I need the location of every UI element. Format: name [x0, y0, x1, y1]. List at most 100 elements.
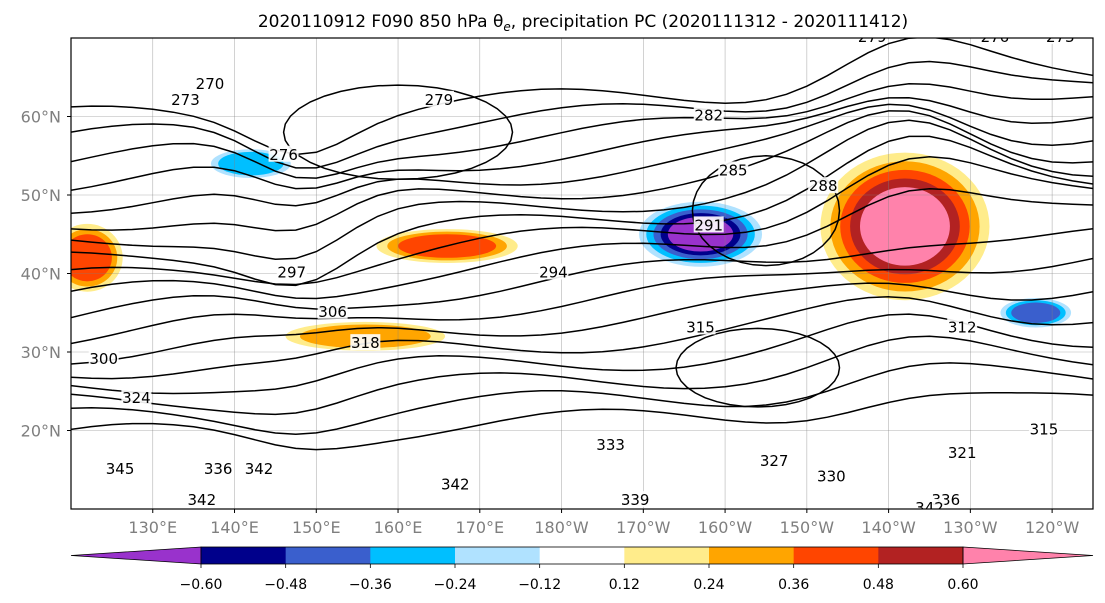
contour-line-6 — [71, 257, 1093, 345]
contour-label-bg-15 — [1028, 420, 1059, 437]
colorbar-frame — [200, 546, 964, 565]
contour-label-23: 339 — [621, 491, 650, 509]
contour-label-11: 306 — [318, 303, 347, 321]
x-tick-label-1: 140°E — [210, 518, 259, 537]
contour-label-16: 321 — [948, 444, 977, 462]
contour-line-16 — [71, 60, 1093, 169]
colorbar-label-0: −0.60 — [180, 577, 223, 593]
colorbar-label-7: 0.36 — [778, 577, 809, 593]
contour-label-27: 342 — [915, 499, 944, 517]
contour-label-bg-31 — [857, 38, 888, 44]
colorbar-label-9: 0.60 — [947, 577, 978, 593]
contour-label-31: 279 — [858, 28, 887, 46]
contour-line-17 — [71, 38, 1093, 156]
colorbar-segment-6 — [624, 547, 710, 564]
contour-label-bg-29 — [979, 38, 1010, 44]
contour-label-bg-8 — [538, 263, 569, 280]
contour-label-30: 273 — [1046, 28, 1075, 46]
contour-line-10 — [71, 135, 1093, 287]
colorbar-extend-high — [962, 546, 1094, 565]
contour-label-bg-18 — [759, 451, 790, 468]
contour-line-2 — [71, 335, 1093, 416]
x-tick-label-10: 130°W — [943, 518, 998, 537]
contour-label-bg-28 — [105, 459, 136, 476]
contour-label-bg-9 — [276, 263, 307, 280]
contour-label-6: 288 — [809, 177, 838, 195]
contour-label-bg-16 — [947, 444, 978, 461]
contour-line-3 — [71, 313, 1093, 395]
contour-label-bg-24 — [244, 459, 275, 476]
contour-label-1: 273 — [171, 91, 200, 109]
contour-label-bg-14 — [947, 318, 978, 335]
contour-label-4: 282 — [694, 107, 723, 125]
precip-area-0-layer-4 — [859, 187, 950, 266]
x-tick-label-0: 130°E — [128, 518, 177, 537]
contour-label-bg-11 — [317, 302, 348, 319]
precip-area-6-layer-2 — [1011, 302, 1061, 323]
colorbar-label-1: −0.48 — [264, 577, 307, 593]
contour-label-25: 342 — [187, 491, 216, 509]
contour-label-bg-12 — [350, 334, 381, 351]
map-area: 2702732762792822852882912942973003063183… — [71, 28, 1093, 517]
contour-label-15: 315 — [1030, 421, 1059, 439]
contour-label-bg-2 — [268, 145, 299, 162]
contour-label-26: 342 — [441, 475, 470, 493]
colorbar-label-6: 0.24 — [693, 577, 724, 593]
colorbar-segment-1 — [201, 547, 287, 564]
colorbar-segment-2 — [285, 547, 371, 564]
contour-label-bg-10 — [88, 349, 119, 366]
contour-label-bg-3 — [423, 90, 454, 107]
x-tick-label-9: 140°W — [861, 518, 916, 537]
contour-line-5 — [71, 282, 1093, 365]
x-tick-label-7: 160°W — [698, 518, 753, 537]
y-tick-label-3: 50°N — [21, 186, 61, 205]
contour-line-4 — [71, 296, 1093, 380]
contour-label-bg-13 — [685, 318, 716, 335]
contour-label-29: 276 — [981, 28, 1010, 46]
contour-line-7 — [71, 227, 1093, 319]
colorbar-segment-3 — [370, 547, 456, 564]
contour-labels: 2702732762792822852882912942973003063183… — [88, 28, 1076, 517]
colorbar-segment-8 — [793, 547, 879, 564]
contour-label-bg-5 — [718, 161, 749, 178]
contour-label-bg-19 — [816, 467, 847, 484]
contour-label-bg-23 — [620, 491, 651, 508]
colorbar-label-8: 0.48 — [863, 577, 894, 593]
contour-label-14: 312 — [948, 318, 977, 336]
closed-contour-2 — [675, 327, 841, 408]
theta-e-contours — [71, 38, 1093, 451]
contour-label-19: 330 — [817, 468, 846, 486]
contour-label-17: 324 — [122, 389, 151, 407]
contour-label-5: 285 — [719, 161, 748, 179]
contour-line-13 — [71, 103, 1093, 214]
contour-line-0 — [71, 392, 1093, 451]
contour-label-bg-26 — [440, 475, 471, 492]
colorbar: −0.60 −0.48 −0.36 −0.24 −0.12 0.12 0.24 0.36 0.4… — [70, 546, 1094, 593]
closed-contour-0 — [691, 155, 841, 267]
contour-label-bg-30 — [1045, 38, 1076, 44]
colorbar-segment-9 — [878, 547, 964, 564]
contour-line-15 — [71, 82, 1093, 179]
contour-line-8 — [71, 187, 1093, 300]
contour-label-bg-7 — [693, 216, 724, 233]
contour-label-bg-0 — [194, 75, 225, 92]
colorbar-segment-4 — [455, 547, 541, 564]
contour-label-bg-17 — [121, 389, 152, 406]
y-axis-ticks: 20°N 30°N 40°N 50°N 60°N — [21, 108, 71, 441]
colorbar-extend-low — [70, 546, 202, 565]
x-axis-ticks: 130°E 140°E 150°E 160°E 170°E 180°W 170°W 160°W… — [128, 509, 1079, 537]
precip-area-3-layer-2 — [71, 234, 112, 282]
contour-label-10: 300 — [89, 350, 118, 368]
contour-label-9: 297 — [277, 264, 306, 282]
contour-label-bg-4 — [693, 106, 724, 123]
x-tick-label-5: 180°W — [534, 518, 589, 537]
colorbar-label-4: −0.12 — [518, 577, 561, 593]
colorbar-label-2: −0.36 — [349, 577, 392, 593]
contour-label-20: 333 — [596, 436, 625, 454]
y-tick-label-0: 20°N — [21, 422, 61, 441]
colorbar-label-5: 0.12 — [609, 577, 640, 593]
chart-title: 2020110912 F090 850 hPa θe, precipitatio… — [258, 12, 908, 34]
contour-label-bg-6 — [808, 177, 839, 194]
x-tick-label-6: 170°W — [616, 518, 671, 537]
